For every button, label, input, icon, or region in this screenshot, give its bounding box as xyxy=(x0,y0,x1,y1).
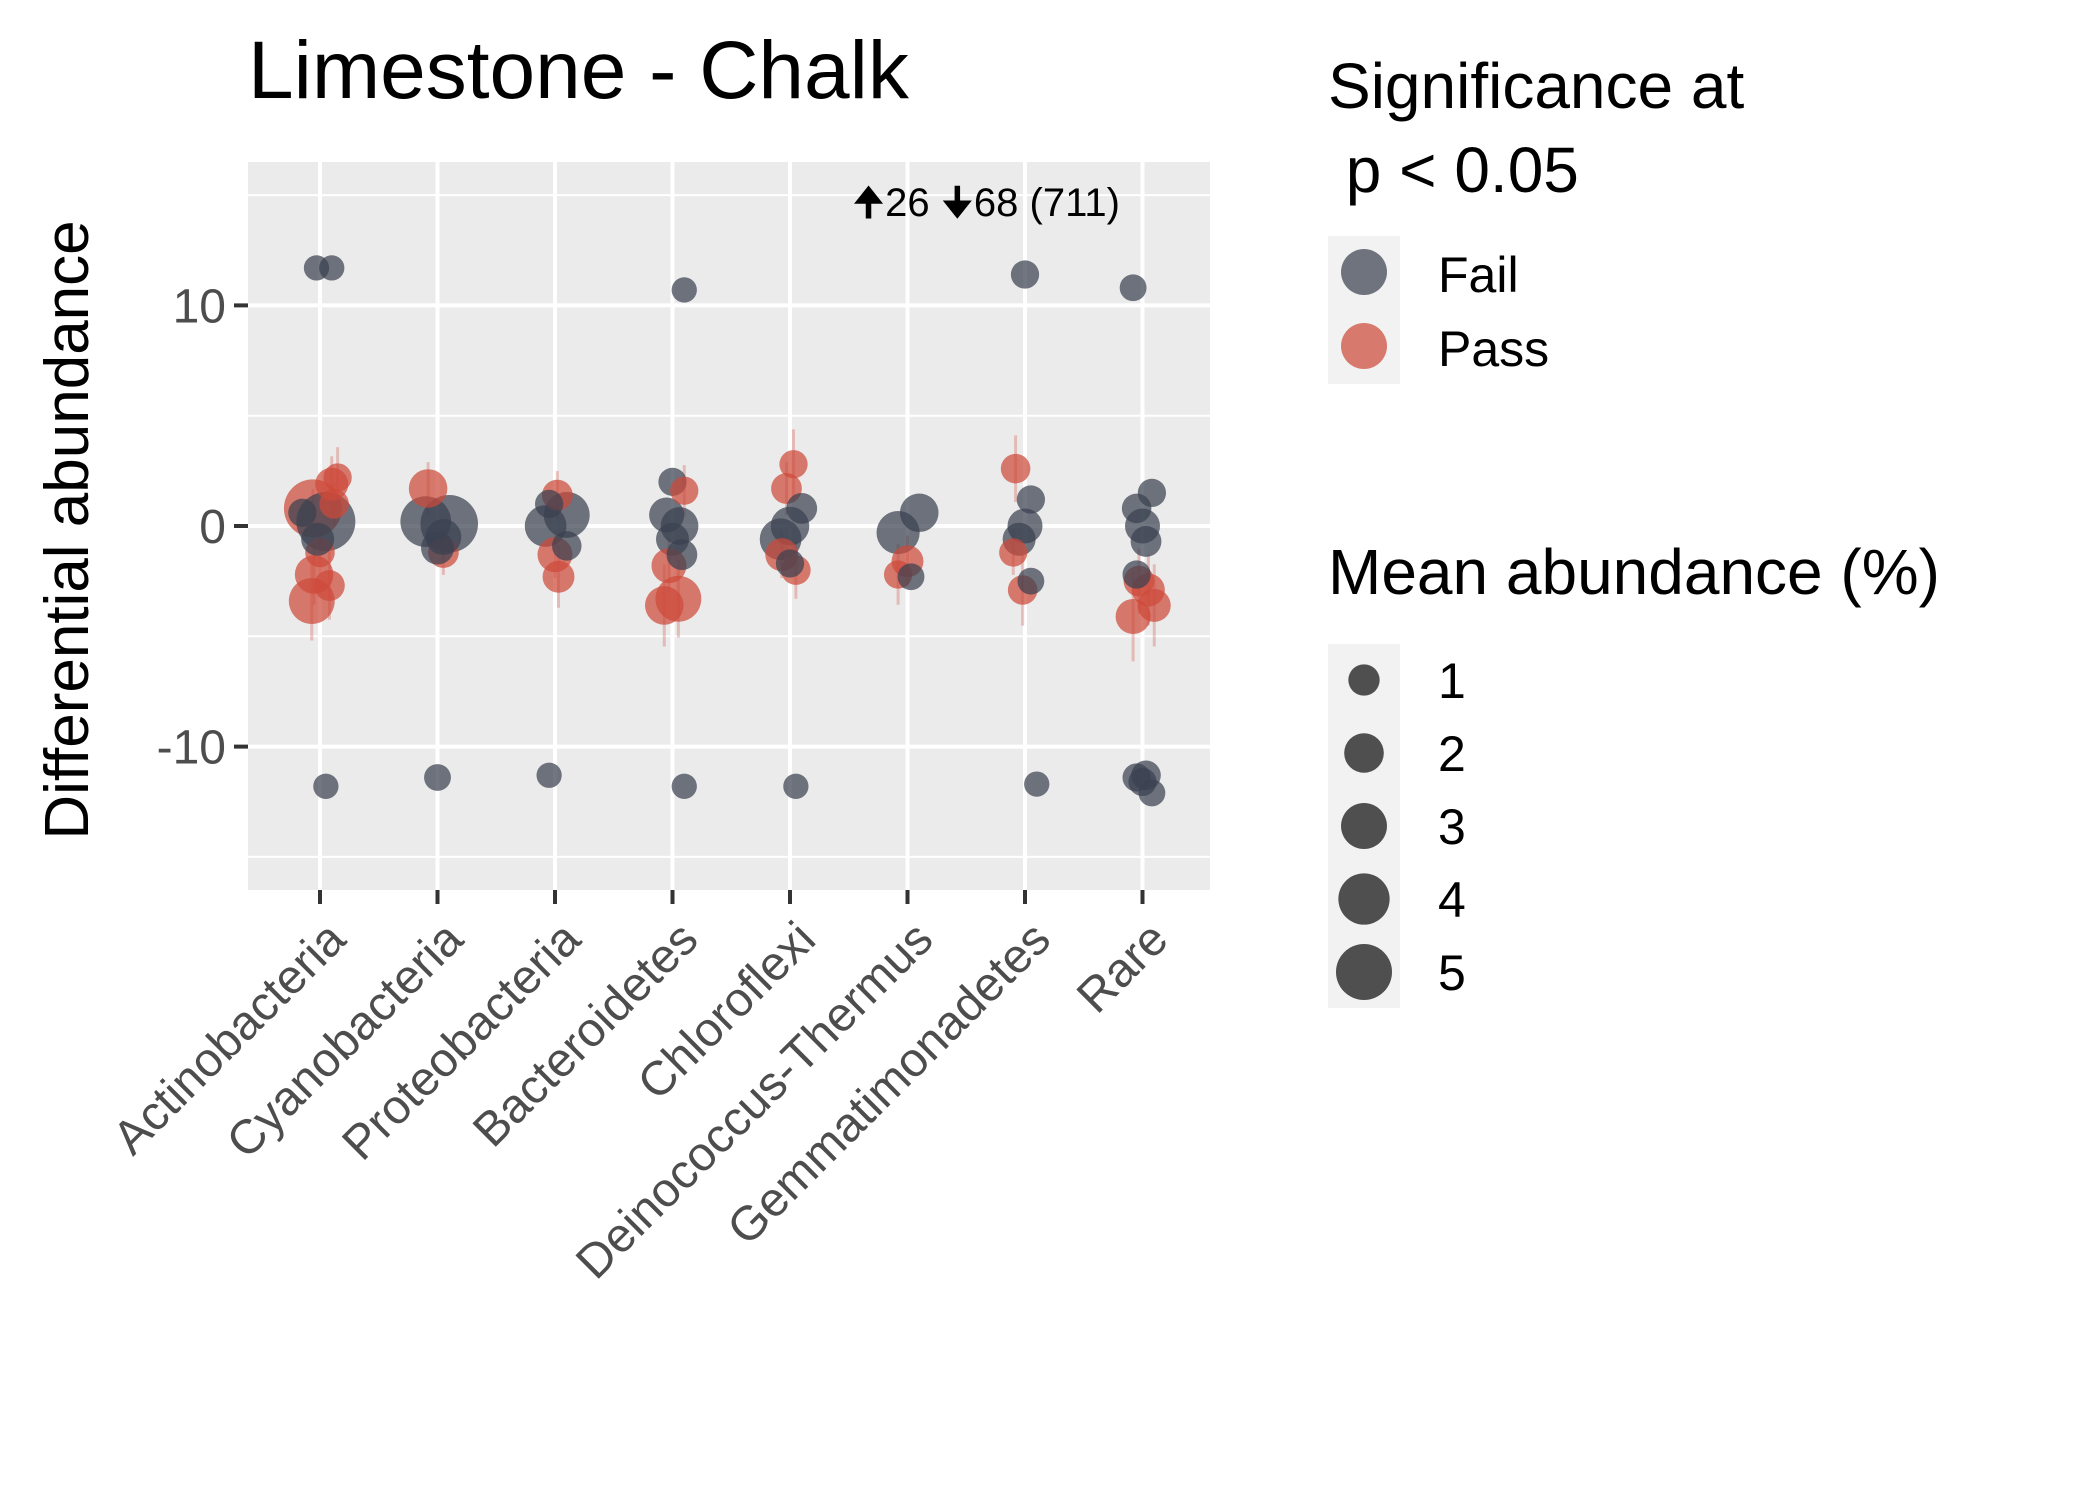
legend-size-title: Mean abundance (%) xyxy=(1328,536,1940,608)
y-axis-label: Differential abundance xyxy=(33,220,102,839)
point-fail xyxy=(1024,771,1050,797)
y-axis-ticks: 10 0 -10 xyxy=(157,280,248,775)
legend-fail-key xyxy=(1341,249,1387,295)
point-fail xyxy=(666,539,698,571)
legend-size-items: 1 2 3 4 5 xyxy=(1335,653,1466,1001)
point-fail xyxy=(288,498,317,527)
point-pass xyxy=(542,560,575,593)
point-fail xyxy=(424,764,451,791)
legend-size-key xyxy=(1335,943,1393,1001)
point-fail xyxy=(1130,526,1162,557)
legend-size: Mean abundance (%) 1 2 3 4 5 xyxy=(1328,536,1940,1008)
y-tick-label: 10 xyxy=(173,280,226,333)
point-fail xyxy=(1122,560,1151,589)
total-count: (711) xyxy=(1030,181,1120,225)
point-fail xyxy=(897,563,925,591)
point-pass xyxy=(644,586,684,625)
grid-minor xyxy=(248,194,1210,858)
legend-size-label: 4 xyxy=(1438,872,1466,928)
point-fail xyxy=(1017,567,1045,595)
point-fail xyxy=(671,773,697,799)
legend-size-key xyxy=(1348,664,1380,696)
legend-fail-label: Fail xyxy=(1438,247,1519,303)
legend-pass-key xyxy=(1341,323,1387,369)
data-points xyxy=(283,255,1171,807)
up-count: 26 xyxy=(885,181,930,225)
point-pass xyxy=(670,476,699,505)
point-fail xyxy=(313,773,339,799)
point-pass xyxy=(323,463,352,492)
point-fail xyxy=(775,549,805,578)
chart-title: Limestone - Chalk xyxy=(248,25,910,116)
point-fail xyxy=(1138,779,1166,807)
point-pass xyxy=(779,450,808,479)
legend-size-label: 3 xyxy=(1438,799,1466,855)
point-pass xyxy=(1115,598,1151,634)
point-fail xyxy=(671,277,697,303)
point-fail xyxy=(1137,478,1167,508)
legend-size-label: 2 xyxy=(1438,726,1466,782)
legend-significance-title-line1: Significance at xyxy=(1328,50,1744,122)
y-tick-label: 0 xyxy=(199,501,226,554)
legend-size-key xyxy=(1341,803,1387,849)
x-axis-ticks: ActinobacteriaCyanobacteriaProteobacteri… xyxy=(103,890,1178,1289)
point-fail xyxy=(1119,274,1147,302)
point-fail xyxy=(301,522,335,556)
point-fail xyxy=(1016,485,1046,514)
point-fail xyxy=(319,255,345,281)
point-fail xyxy=(534,489,564,519)
point-fail xyxy=(783,773,809,799)
legend-size-label: 5 xyxy=(1438,945,1466,1001)
legend-significance-title-line2: p < 0.05 xyxy=(1328,134,1579,206)
legend-pass-label: Pass xyxy=(1438,321,1549,377)
legend-size-key xyxy=(1338,873,1390,925)
point-pass xyxy=(408,469,448,508)
point-fail xyxy=(425,519,462,556)
x-tick-label: Rare xyxy=(1067,912,1178,1023)
y-tick-label: -10 xyxy=(157,722,226,775)
point-pass xyxy=(999,538,1028,567)
point-fail xyxy=(786,492,818,524)
up-arrow-icon: 🠉 xyxy=(852,180,885,226)
point-fail xyxy=(551,531,582,561)
legend-significance: Significance at p < 0.05 Fail Pass xyxy=(1328,50,1744,384)
count-annotation: 🠉26 🠋68 (711) xyxy=(852,180,1120,226)
legend-size-label: 1 xyxy=(1438,653,1466,709)
point-fail xyxy=(536,762,562,788)
point-fail xyxy=(1010,260,1040,289)
down-arrow-icon: 🠋 xyxy=(941,180,974,226)
down-count: 68 xyxy=(974,181,1019,225)
legend-size-key xyxy=(1344,733,1384,773)
point-pass xyxy=(1000,453,1031,484)
point-pass xyxy=(288,578,335,624)
point-fail xyxy=(876,511,920,555)
point-pass xyxy=(319,489,349,519)
